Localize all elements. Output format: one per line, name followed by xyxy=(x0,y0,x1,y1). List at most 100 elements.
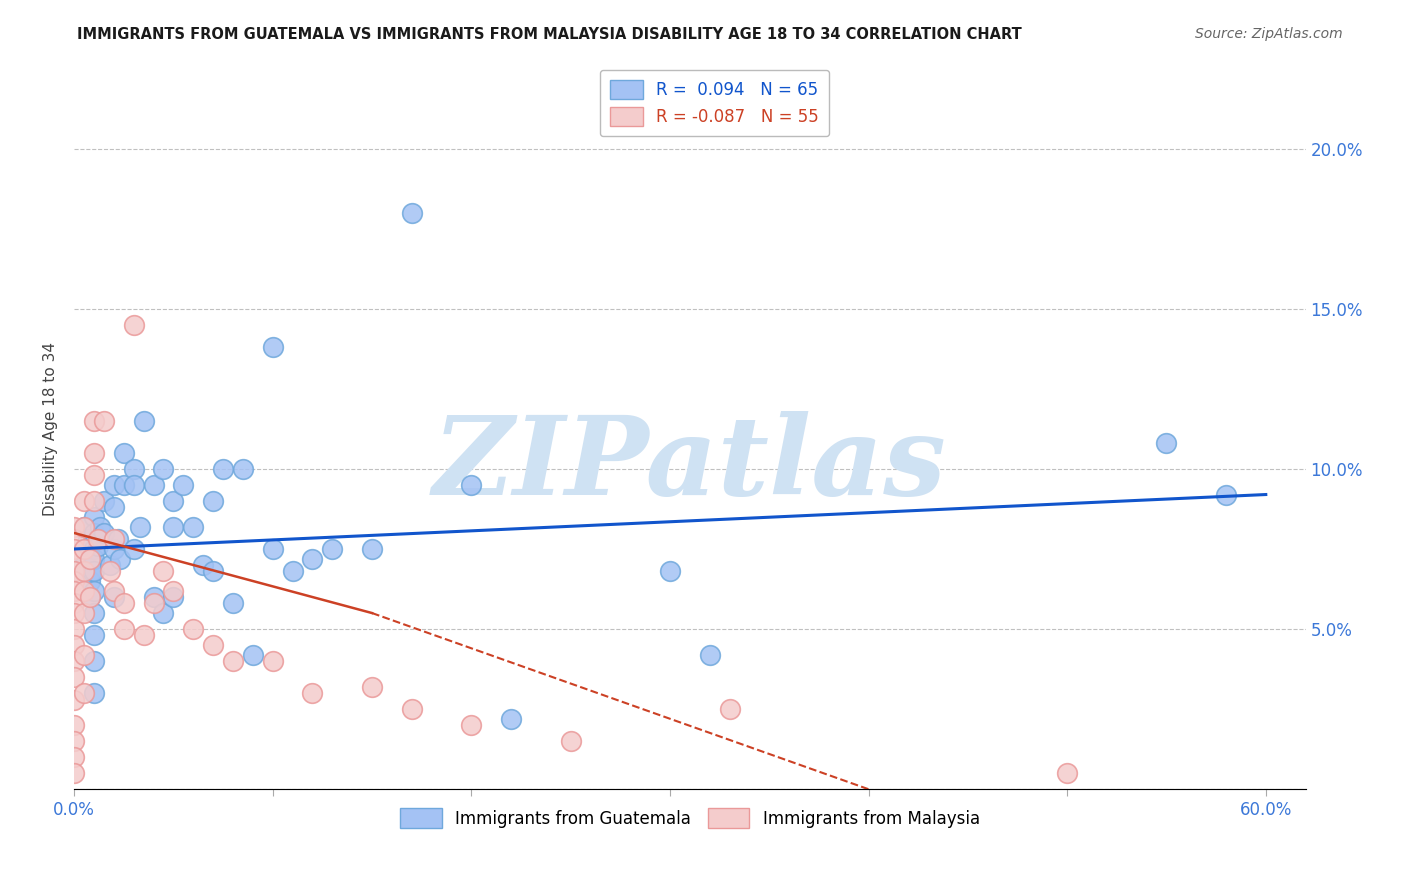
Point xyxy=(242,648,264,662)
Point xyxy=(83,414,105,428)
Point xyxy=(63,622,86,636)
Point xyxy=(73,648,96,662)
Point xyxy=(122,318,145,332)
Point xyxy=(83,541,105,556)
Point xyxy=(112,597,135,611)
Point xyxy=(73,686,96,700)
Point xyxy=(162,519,184,533)
Point xyxy=(73,558,96,572)
Point xyxy=(77,533,100,547)
Point xyxy=(83,606,105,620)
Point xyxy=(103,478,125,492)
Point xyxy=(63,541,86,556)
Point xyxy=(232,462,254,476)
Point xyxy=(262,541,284,556)
Point xyxy=(301,551,323,566)
Point xyxy=(93,526,115,541)
Point xyxy=(103,590,125,604)
Point xyxy=(80,551,103,566)
Point xyxy=(262,340,284,354)
Point xyxy=(142,478,165,492)
Point xyxy=(460,718,482,732)
Point xyxy=(98,558,121,572)
Point xyxy=(142,597,165,611)
Point xyxy=(73,519,96,533)
Point xyxy=(83,510,105,524)
Point xyxy=(122,478,145,492)
Point xyxy=(103,541,125,556)
Point xyxy=(202,494,225,508)
Point xyxy=(63,565,86,579)
Point xyxy=(89,519,111,533)
Point xyxy=(83,494,105,508)
Point xyxy=(718,702,741,716)
Point xyxy=(83,654,105,668)
Point xyxy=(132,628,155,642)
Point xyxy=(103,583,125,598)
Point xyxy=(63,766,86,780)
Point xyxy=(73,565,96,579)
Point xyxy=(79,574,101,588)
Point xyxy=(103,533,125,547)
Point xyxy=(107,533,129,547)
Point xyxy=(93,494,115,508)
Point xyxy=(103,500,125,515)
Point xyxy=(1215,487,1237,501)
Point xyxy=(83,583,105,598)
Point xyxy=(87,539,110,553)
Point xyxy=(193,558,215,572)
Point xyxy=(80,565,103,579)
Point xyxy=(73,519,96,533)
Point xyxy=(152,606,174,620)
Point xyxy=(162,590,184,604)
Point xyxy=(87,533,110,547)
Text: Source: ZipAtlas.com: Source: ZipAtlas.com xyxy=(1195,27,1343,41)
Point xyxy=(301,686,323,700)
Point xyxy=(83,628,105,642)
Point xyxy=(93,414,115,428)
Point xyxy=(112,446,135,460)
Point xyxy=(142,590,165,604)
Point xyxy=(98,565,121,579)
Point xyxy=(222,597,245,611)
Point xyxy=(122,462,145,476)
Point xyxy=(83,526,105,541)
Point xyxy=(63,692,86,706)
Point xyxy=(1056,766,1078,780)
Text: ZIPatlas: ZIPatlas xyxy=(433,411,946,518)
Point xyxy=(122,541,145,556)
Point xyxy=(83,686,105,700)
Point xyxy=(63,606,86,620)
Point xyxy=(281,565,304,579)
Point xyxy=(83,446,105,460)
Point xyxy=(262,654,284,668)
Point xyxy=(152,462,174,476)
Text: IMMIGRANTS FROM GUATEMALA VS IMMIGRANTS FROM MALAYSIA DISABILITY AGE 18 TO 34 CO: IMMIGRANTS FROM GUATEMALA VS IMMIGRANTS … xyxy=(77,27,1022,42)
Point xyxy=(83,468,105,483)
Point xyxy=(63,734,86,748)
Point xyxy=(63,718,86,732)
Point xyxy=(172,478,194,492)
Point xyxy=(321,541,343,556)
Point xyxy=(63,519,86,533)
Point xyxy=(63,638,86,652)
Point xyxy=(79,551,101,566)
Point xyxy=(499,712,522,726)
Point xyxy=(73,541,96,556)
Point xyxy=(83,565,105,579)
Point xyxy=(212,462,235,476)
Point xyxy=(132,414,155,428)
Point xyxy=(63,583,86,598)
Point xyxy=(63,654,86,668)
Point xyxy=(401,702,423,716)
Point xyxy=(63,551,86,566)
Point xyxy=(181,622,204,636)
Point xyxy=(128,519,150,533)
Point xyxy=(699,648,721,662)
Point xyxy=(112,478,135,492)
Point xyxy=(202,565,225,579)
Point xyxy=(1156,436,1178,450)
Point xyxy=(63,750,86,764)
Point xyxy=(73,541,96,556)
Y-axis label: Disability Age 18 to 34: Disability Age 18 to 34 xyxy=(44,342,58,516)
